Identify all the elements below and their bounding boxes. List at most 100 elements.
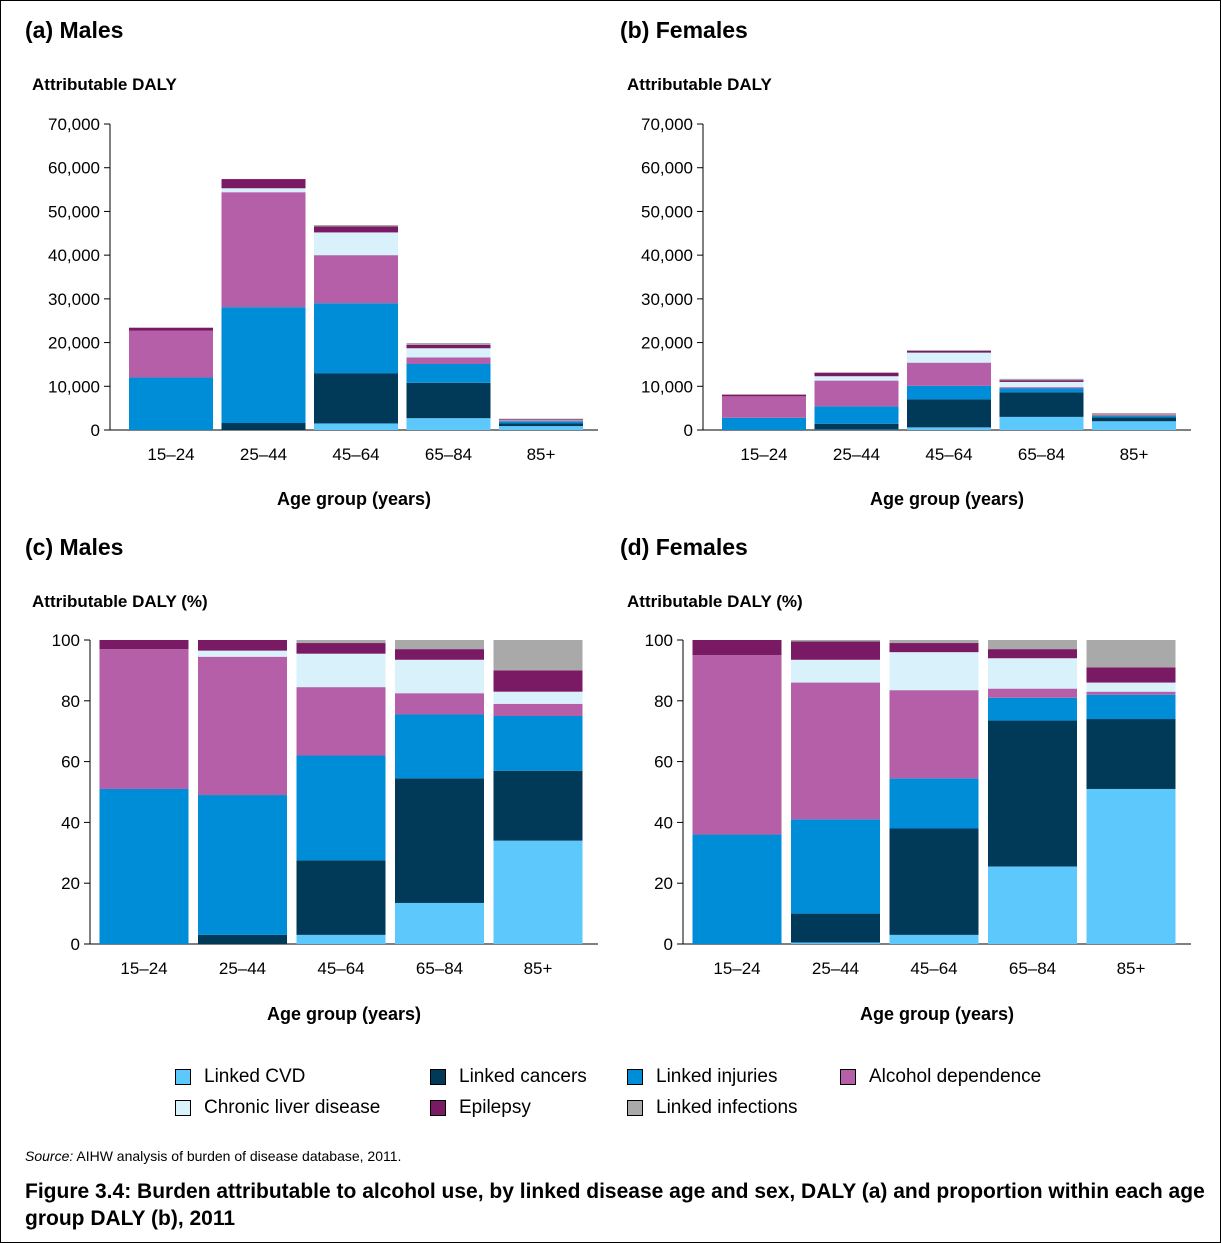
bar-segment-infections	[1092, 412, 1176, 415]
legend-swatch	[175, 1100, 191, 1116]
x-tick-label: 85+	[1117, 959, 1146, 978]
bar-segment-epilepsy	[692, 640, 782, 656]
bar-segment-liver	[493, 691, 583, 704]
y-tick-label: 80	[61, 692, 80, 711]
bar-segment-alcohol	[722, 396, 806, 418]
bar-segment-liver	[814, 376, 899, 381]
x-tick-label: 45–64	[317, 959, 364, 978]
bar-segment-injuries	[814, 406, 899, 424]
panel-title: (a) Males	[25, 17, 123, 43]
bar-segment-injuries	[988, 697, 1077, 721]
y-tick-label: 20,000	[641, 334, 693, 353]
bar-segment-alcohol	[99, 649, 189, 789]
bar-segment-infections	[493, 640, 583, 671]
bar-segment-epilepsy	[129, 327, 213, 331]
x-tick-label: 25–44	[240, 445, 287, 464]
bar-segment-epilepsy	[499, 419, 583, 421]
source-note: Source: AIHW analysis of burden of disea…	[25, 1148, 401, 1164]
legend-item-liver: Chronic liver disease	[175, 1097, 380, 1119]
y-tick-label: 60,000	[48, 159, 100, 178]
bar-segment-epilepsy	[493, 670, 583, 692]
x-axis-label: Age group (years)	[267, 1004, 421, 1024]
legend-label: Linked injuries	[656, 1066, 778, 1087]
bar-segment-epilepsy	[791, 641, 880, 660]
legend-swatch	[430, 1100, 446, 1116]
y-tick-label: 20	[654, 874, 673, 893]
bar-segment-epilepsy	[814, 372, 899, 377]
y-tick-label: 40,000	[48, 246, 100, 265]
x-tick-label: 65–84	[425, 445, 472, 464]
y-tick-label: 0	[664, 935, 673, 954]
legend-item-injuries: Linked injuries	[627, 1066, 777, 1088]
figure-caption: Figure 3.4: Burden attributable to alcoh…	[25, 1180, 1205, 1230]
bar-segment-cvd	[791, 942, 880, 944]
bar-segment-injuries	[221, 307, 306, 424]
y-tick-label: 0	[684, 421, 693, 440]
bar-segment-alcohol	[907, 362, 991, 386]
x-tick-label: 15–24	[713, 959, 760, 978]
y-tick-label: 20	[61, 874, 80, 893]
bar-segment-epilepsy	[1092, 414, 1176, 416]
x-tick-label: 65–84	[1018, 445, 1065, 464]
bar-segment-cancers	[406, 382, 491, 419]
bar-segment-injuries	[889, 778, 979, 829]
bar-segment-alcohol	[814, 380, 899, 407]
bar-segment-epilepsy	[314, 226, 398, 233]
bar-segment-cvd	[493, 840, 583, 944]
bar-segment-cancers	[1086, 719, 1176, 789]
panel-title: (c) Males	[25, 534, 123, 560]
legend-swatch	[430, 1069, 446, 1085]
bar-segment-infections	[499, 418, 583, 420]
bar-segment-injuries	[99, 788, 189, 944]
bar-segment-epilepsy	[296, 643, 386, 654]
y-tick-label: 40,000	[641, 246, 693, 265]
bar-segment-epilepsy	[99, 640, 189, 650]
y-tick-label: 70,000	[48, 115, 100, 134]
bar-segment-liver	[296, 653, 386, 688]
x-tick-label: 85+	[524, 959, 553, 978]
bar-segment-infections	[999, 378, 1084, 381]
y-tick-label: 40	[61, 813, 80, 832]
bar-segment-alcohol	[692, 655, 782, 835]
bar-segment-cancers	[493, 770, 583, 841]
y-tick-label: 50,000	[641, 202, 693, 221]
y-tick-label: 50,000	[48, 202, 100, 221]
bar-segment-cvd	[314, 423, 398, 430]
x-tick-label: 65–84	[416, 959, 463, 978]
bar-segment-epilepsy	[722, 394, 806, 397]
bar-segment-cvd	[1092, 421, 1176, 430]
bar-segment-cancers	[814, 423, 899, 430]
bar-segment-cancers	[999, 392, 1084, 417]
bar-segment-liver	[907, 352, 991, 363]
bar-segment-epilepsy	[1086, 667, 1176, 683]
bar-segment-alcohol	[1086, 691, 1176, 695]
chart-panel-2: (b) Females Attributable DALY Age group (y…	[620, 17, 1191, 509]
legend-label: Linked CVD	[204, 1066, 306, 1087]
bar-segment-liver	[889, 652, 979, 691]
y-axis-label: Attributable DALY	[627, 75, 772, 94]
x-tick-label: 45–64	[910, 959, 957, 978]
y-tick-label: 30,000	[48, 290, 100, 309]
bar-segment-cvd	[907, 427, 991, 430]
bar-segment-epilepsy	[198, 640, 287, 651]
bar-segment-cvd	[296, 934, 386, 944]
bar-segment-alcohol	[395, 693, 484, 715]
bar-segment-cvd	[1086, 788, 1176, 944]
bar-segment-cancers	[221, 423, 306, 430]
bar-segment-cvd	[999, 416, 1084, 430]
bar-segment-liver	[221, 188, 306, 193]
bar-segment-alcohol	[999, 387, 1084, 389]
bar-segment-infections	[988, 640, 1077, 650]
x-tick-label: 45–64	[332, 445, 379, 464]
x-tick-label: 25–44	[833, 445, 880, 464]
bar-segment-cancers	[314, 373, 398, 424]
legend-label: Alcohol dependence	[869, 1066, 1042, 1087]
bar-segment-infections	[889, 640, 979, 644]
bar-segment-cvd	[988, 866, 1077, 944]
bar-segment-injuries	[1092, 416, 1176, 418]
bar-segment-injuries	[499, 421, 583, 424]
bar-segment-alcohol	[198, 656, 287, 796]
legend-label: Linked cancers	[459, 1066, 587, 1087]
bar-segment-infections	[406, 343, 491, 345]
